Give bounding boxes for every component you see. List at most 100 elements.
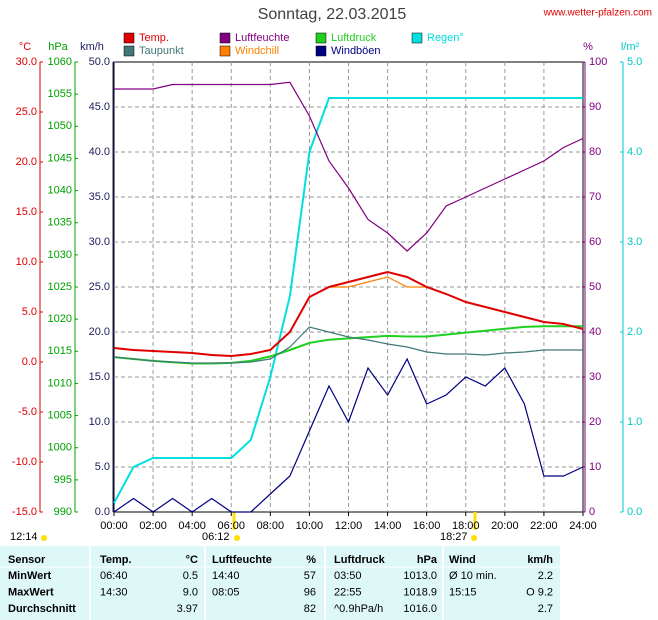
y-tick-label: 10 xyxy=(589,461,601,473)
table-header: Luftdruck xyxy=(334,554,386,566)
y-tick-label: 40 xyxy=(589,326,601,338)
y-tick-label: 1005 xyxy=(48,409,72,421)
y-tick-label: 1000 xyxy=(48,442,72,454)
axis-unit: l/m² xyxy=(621,41,640,53)
table-cell: 06:40 xyxy=(100,570,128,582)
series-line xyxy=(113,357,584,513)
series-line xyxy=(113,270,584,358)
y-tick-label: -5.0 xyxy=(18,406,37,418)
y-tick-label: 1045 xyxy=(48,152,72,164)
table-header: Wind xyxy=(449,554,476,566)
y-tick-label: 1035 xyxy=(48,217,72,229)
y-tick-label: 20.0 xyxy=(89,326,110,338)
table-cell: 03:50 xyxy=(334,570,362,582)
y-tick-label: 1.0 xyxy=(627,416,642,428)
table-cell: 14:30 xyxy=(100,586,128,598)
y-tick-label: -10.0 xyxy=(12,456,37,468)
y-tick-label: 60 xyxy=(589,236,601,248)
y-tick-label: 990 xyxy=(54,506,72,518)
x-tick-label: 00:00 xyxy=(100,520,128,532)
table-cell: Durchschnitt xyxy=(8,603,76,615)
table-header: Sensor xyxy=(8,554,46,566)
y-tick-label: 50.0 xyxy=(89,56,110,68)
y-tick-label: 35.0 xyxy=(89,191,110,203)
x-tick-label: 20:00 xyxy=(491,520,519,532)
legend-label: Temp. xyxy=(139,32,169,44)
table-cell: 9.0 xyxy=(183,586,198,598)
table-cell: ^0.9hPa/h xyxy=(334,603,383,615)
table-cell: O 9.2 xyxy=(526,586,553,598)
table-header: km/h xyxy=(527,554,553,566)
y-tick-label: 20 xyxy=(589,416,601,428)
legend-label: Luftdruck xyxy=(331,32,377,44)
y-tick-label: 45.0 xyxy=(89,101,110,113)
legend-label: Taupunkt xyxy=(139,45,184,57)
y-tick-label: 30.0 xyxy=(89,236,110,248)
table-cell: 1018.9 xyxy=(403,586,437,598)
table-cell: 2.2 xyxy=(538,570,553,582)
y-tick-label: 0.0 xyxy=(627,506,642,518)
stats-table xyxy=(0,546,560,620)
table-cell: Ø 10 min. xyxy=(449,570,497,582)
table-header: °C xyxy=(186,554,198,566)
y-tick-label: 40.0 xyxy=(89,146,110,158)
y-tick-label: 1030 xyxy=(48,249,72,261)
y-tick-label: 90 xyxy=(589,101,601,113)
y-tick-label: 1020 xyxy=(48,313,72,325)
sunrise: 06:12 xyxy=(202,531,230,543)
series-line xyxy=(113,326,583,364)
y-tick-label: 25.0 xyxy=(16,106,37,118)
y-tick-label: 1060 xyxy=(48,56,72,68)
table-header: Luftfeuchte xyxy=(212,554,272,566)
legend-label: Windböen xyxy=(331,45,381,57)
table-cell: MaxWert xyxy=(8,586,54,598)
y-tick-label: 30.0 xyxy=(16,56,37,68)
table-cell: 14:40 xyxy=(212,570,240,582)
y-tick-label: 3.0 xyxy=(627,236,642,248)
legend-swatch xyxy=(219,45,231,57)
source-link: www.wetter-pfalzen.com xyxy=(543,8,652,19)
y-tick-label: 10.0 xyxy=(16,256,37,268)
table-cell: 15:15 xyxy=(449,586,477,598)
series-line xyxy=(114,81,584,252)
table-cell: 1013.0 xyxy=(403,570,437,582)
y-tick-label: 1055 xyxy=(48,88,72,100)
table-cell: 0.5 xyxy=(183,570,198,582)
y-tick-label: 100 xyxy=(589,56,607,68)
x-tick-label: 22:00 xyxy=(530,520,558,532)
legend-swatch xyxy=(219,32,231,44)
x-tick-label: 16:00 xyxy=(413,520,441,532)
table-cell: 08:05 xyxy=(212,586,240,598)
y-tick-label: 1015 xyxy=(48,345,72,357)
table-cell: 57 xyxy=(304,570,316,582)
sun-icon xyxy=(471,535,477,541)
legend-label: Windchill xyxy=(235,45,279,57)
y-tick-label: 4.0 xyxy=(627,146,642,158)
table-cell: 2.7 xyxy=(538,603,553,615)
table-cell: 96 xyxy=(304,586,316,598)
table-cell: 1016.0 xyxy=(403,603,437,615)
x-tick-label: 04:00 xyxy=(178,520,206,532)
y-tick-label: 50 xyxy=(589,281,601,293)
y-tick-label: 10.0 xyxy=(89,416,110,428)
y-tick-label: 1040 xyxy=(48,184,72,196)
x-tick-label: 10:00 xyxy=(296,520,324,532)
legend-swatch xyxy=(123,32,135,44)
y-tick-label: 2.0 xyxy=(627,326,642,338)
legend-swatch xyxy=(315,45,327,57)
y-tick-label: 25.0 xyxy=(89,281,110,293)
table-header: Temp. xyxy=(100,554,132,566)
y-tick-label: 0 xyxy=(589,506,595,518)
sunset: 18:27 xyxy=(440,531,468,543)
y-tick-label: 15.0 xyxy=(89,371,110,383)
y-tick-label: 1050 xyxy=(48,120,72,132)
x-tick-label: 14:00 xyxy=(374,520,402,532)
series-line xyxy=(113,97,583,504)
y-tick-label: 0.0 xyxy=(22,356,37,368)
legend-label: Regen° xyxy=(427,32,464,44)
table-cell: 82 xyxy=(304,603,316,615)
axis-unit: % xyxy=(583,41,593,53)
y-tick-label: 20.0 xyxy=(16,156,37,168)
chart-title: Sonntag, 22.03.2015 xyxy=(258,6,407,23)
